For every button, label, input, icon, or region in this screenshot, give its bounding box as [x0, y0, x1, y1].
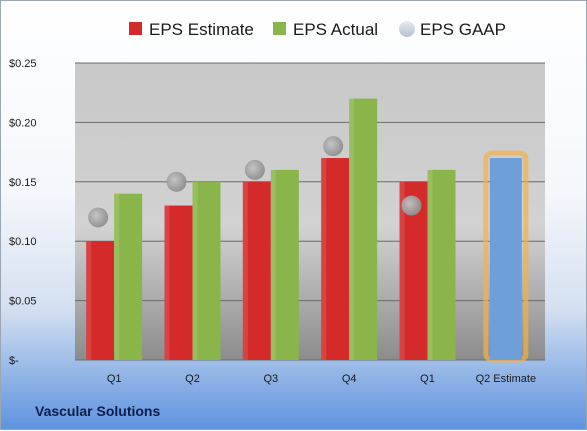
eps-actual-bar	[349, 98, 378, 360]
company-name: Vascular Solutions	[35, 403, 161, 419]
eps-actual-bar	[114, 193, 143, 360]
eps-gaap-marker	[401, 195, 422, 216]
x-tick-label: Q2	[185, 373, 200, 385]
bar-shine	[164, 205, 170, 360]
legend-gaap-marker	[399, 21, 415, 37]
bar-shine	[270, 169, 276, 360]
eps-actual-bar	[192, 181, 221, 360]
eps-gaap-marker	[88, 207, 109, 228]
bar-shine	[192, 181, 198, 360]
bar-shine	[114, 193, 120, 360]
y-tick-label: $-	[9, 355, 19, 367]
eps-gaap-marker	[323, 136, 344, 157]
gaap-markers	[88, 136, 422, 228]
bar-shine	[349, 98, 355, 360]
x-tick-label: Q2 Estimate	[476, 373, 537, 385]
bar-shine	[399, 181, 405, 360]
legend-label: EPS Actual	[293, 20, 378, 39]
x-tick-label: Q4	[342, 373, 357, 385]
y-tick-label: $0.15	[9, 177, 37, 189]
y-tick-label: $0.05	[9, 296, 37, 308]
y-tick-label: $0.10	[9, 236, 37, 248]
bar-shine	[86, 241, 92, 360]
bar-shine	[321, 158, 327, 360]
legend-label: EPS GAAP	[420, 20, 506, 39]
eps-gaap-marker	[166, 171, 187, 192]
y-axis-ticks: $- $0.05 $0.10 $0.15 $0.20 $0.25	[9, 58, 37, 367]
eps-estimate-bar	[242, 181, 271, 360]
legend-label: EPS Estimate	[149, 20, 254, 39]
y-tick-label: $0.25	[9, 58, 37, 70]
gridlines	[75, 62, 545, 361]
bars	[86, 98, 529, 363]
eps-estimate-bar	[321, 158, 350, 360]
x-tick-label: Q1	[420, 373, 435, 385]
eps-estimate-bar	[86, 241, 115, 360]
x-tick-label: Q3	[263, 373, 278, 385]
q2-estimate-bar	[489, 158, 522, 360]
eps-actual-bar	[427, 169, 456, 360]
x-axis-ticks: Q1 Q2 Q3 Q4 Q1 Q2 Estimate	[107, 373, 536, 385]
y-tick-label: $0.20	[9, 117, 37, 129]
eps-gaap-marker	[244, 159, 265, 180]
bar-shine	[242, 181, 248, 360]
bar-shine	[427, 169, 433, 360]
legend-swatch	[129, 22, 142, 35]
eps-estimate-bar	[164, 205, 193, 360]
legend-swatch	[273, 22, 286, 35]
eps-actual-bar	[270, 169, 299, 360]
plot-area	[75, 63, 545, 360]
legend: EPS Estimate EPS Actual EPS GAAP	[129, 20, 506, 39]
x-tick-label: Q1	[107, 373, 122, 385]
